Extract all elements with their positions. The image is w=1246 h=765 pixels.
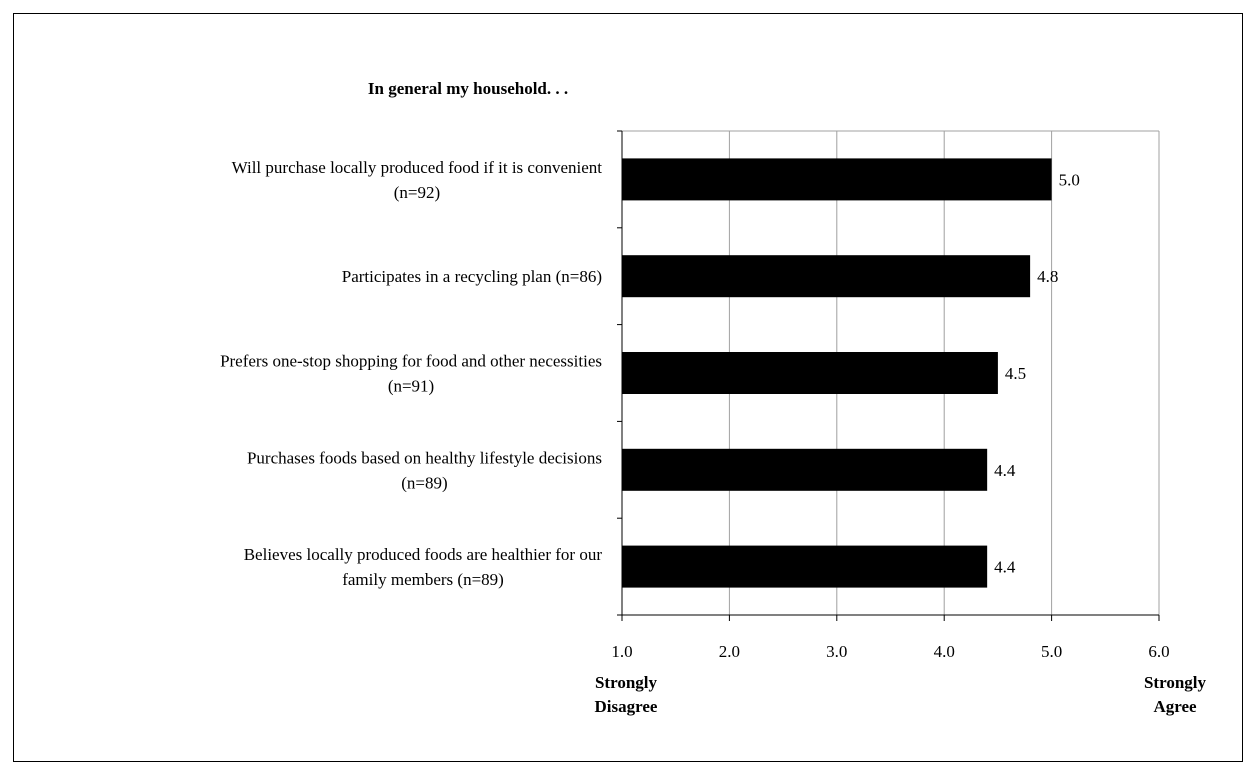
- category-label: Participates in a recycling plan (n=86): [342, 267, 602, 286]
- category-label: Purchases foods based on healthy lifesty…: [247, 448, 602, 467]
- x-end-label-right: Agree: [1153, 697, 1197, 716]
- category-label: Will purchase locally produced food if i…: [232, 158, 603, 177]
- bar: [622, 448, 988, 491]
- x-end-label-left: Disagree: [595, 697, 658, 716]
- category-label: (n=91): [388, 377, 434, 396]
- category-label: Believes locally produced foods are heal…: [244, 545, 603, 564]
- bar: [622, 545, 988, 588]
- category-label: Prefers one-stop shopping for food and o…: [220, 352, 602, 371]
- x-tick-label: 2.0: [719, 642, 740, 661]
- x-end-label-right: Strongly: [1144, 673, 1207, 692]
- category-label: (n=92): [394, 183, 440, 202]
- x-tick-label: 4.0: [934, 642, 955, 661]
- category-label: (n=89): [401, 473, 447, 492]
- x-tick-label: 6.0: [1148, 642, 1169, 661]
- data-label: 4.4: [994, 558, 1016, 577]
- chart-title: In general my household. . .: [368, 79, 568, 98]
- x-tick-label: 1.0: [611, 642, 632, 661]
- data-label: 5.0: [1059, 170, 1080, 189]
- x-end-label-left: Strongly: [595, 673, 658, 692]
- bar: [622, 352, 998, 394]
- x-tick-label: 5.0: [1041, 642, 1062, 661]
- plot-area: 1.0 2.0 3.0 4.0 5.0 6.0 Strongly Disagree Strong…: [220, 130, 1207, 716]
- data-label: 4.5: [1005, 364, 1026, 383]
- x-tick-label: 3.0: [826, 642, 847, 661]
- category-label: family members (n=89): [342, 570, 504, 589]
- bar: [622, 158, 1052, 201]
- bar: [622, 255, 1031, 298]
- data-label: 4.8: [1037, 267, 1058, 286]
- data-label: 4.4: [994, 461, 1016, 480]
